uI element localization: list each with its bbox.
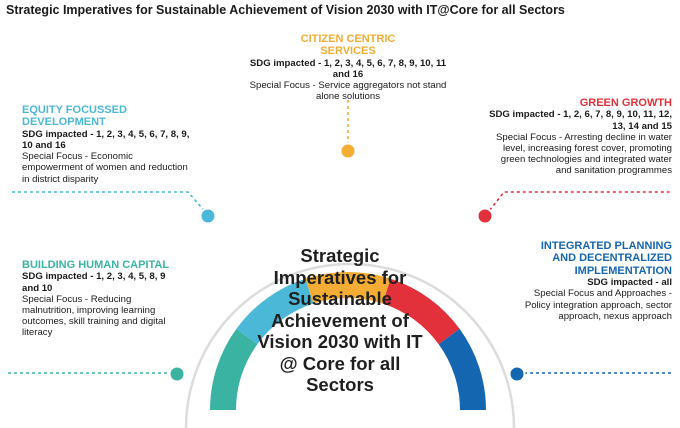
node-dot-equity <box>199 207 217 225</box>
node-dot-integrated <box>508 365 526 383</box>
imperative-sdg: SDG impacted - all <box>587 277 672 289</box>
imperative-heading: GREEN GROWTH <box>579 97 672 109</box>
node-dot-green <box>476 207 494 225</box>
connector-green <box>485 191 672 216</box>
connector-equity <box>12 191 209 216</box>
outer-ring <box>184 262 516 428</box>
imperative-sdg: SDG impacted - 1, 2, 3, 4, 5, 6, 7, 8, 9… <box>22 128 190 152</box>
segment-green-growth <box>382 278 460 345</box>
imperative-green-growth: GREEN GROWTH SDG impacted - 1, 2, 6, 7, … <box>484 97 672 177</box>
imperative-heading: INTEGRATED PLANNING AND DECENTRALIZED IM… <box>540 240 672 277</box>
imperative-integrated: INTEGRATED PLANNING AND DECENTRALIZED IM… <box>524 240 672 322</box>
imperative-heading: BUILDING HUMAN CAPITAL <box>22 259 170 271</box>
segment-equity <box>236 278 314 345</box>
page-title: Strategic Imperatives for Sustainable Ac… <box>6 3 565 17</box>
segment-integrated <box>438 328 486 411</box>
node-dot-citizen <box>339 142 357 160</box>
imperative-sdg: SDG impacted - 1, 2, 6, 7, 8, 9, 10, 11,… <box>489 109 672 132</box>
imperative-focus: Special Focus - Arresting decline in wat… <box>496 131 672 177</box>
imperative-citizen: CITIZEN CENTRIC SERVICES SDG impacted - … <box>248 33 448 103</box>
imperative-sdg: SDG impacted - 1, 2, 3, 4, 5, 6, 7, 8, 9… <box>249 57 447 81</box>
center-label: Strategic Imperatives for Sustainable Ac… <box>257 245 423 395</box>
imperative-focus: Special Focus - Economic empowerment of … <box>22 151 188 185</box>
segment-human-capital <box>210 328 258 411</box>
imperative-equity: EQUITY FOCUSSED DEVELOPMENT SDG impacted… <box>22 104 192 185</box>
imperative-focus: Special Focus - Service aggregators not … <box>249 80 447 103</box>
imperative-heading: EQUITY FOCUSSED DEVELOPMENT <box>22 104 127 129</box>
imperative-heading: CITIZEN CENTRIC SERVICES <box>300 33 396 58</box>
imperative-focus: Special Focus and Approaches - Policy in… <box>524 288 672 322</box>
node-dot-human-capital <box>168 365 186 383</box>
segment-citizen <box>305 272 391 304</box>
imperative-focus: Special Focus - Reducing malnutrition, i… <box>22 293 166 339</box>
imperative-human-capital: BUILDING HUMAN CAPITAL SDG impacted - 1,… <box>22 259 172 339</box>
imperative-sdg: SDG impacted - 1, 2, 3, 4, 5, 8, 9 and 1… <box>22 271 166 294</box>
